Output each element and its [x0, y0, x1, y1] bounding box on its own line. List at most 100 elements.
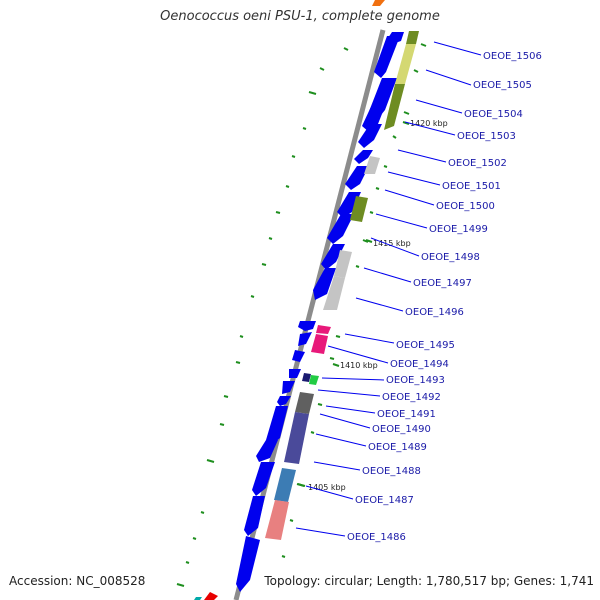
kbp-tick-mark: [365, 239, 373, 243]
gene-leader-line: [355, 297, 404, 312]
gene-leader-line: [315, 433, 367, 447]
gene-label[interactable]: OEOE_1501: [442, 181, 501, 192]
cds-track: [236, 32, 404, 592]
cds-arrow: [282, 381, 295, 394]
gene-leader-line: [319, 413, 371, 429]
cds-arrow: [289, 369, 301, 378]
gene-label[interactable]: OEOE_1488: [362, 466, 421, 477]
gene-leader-line: [363, 267, 412, 283]
gene-label[interactable]: OEOE_1494: [390, 359, 449, 370]
gc-dash: [355, 265, 360, 268]
cds-arrow: [327, 214, 354, 244]
cds-arrow: [337, 192, 361, 218]
gene-label[interactable]: OEOE_1504: [464, 109, 523, 120]
gene-label[interactable]: OEOE_1499: [429, 224, 488, 235]
gc-dash: [403, 111, 410, 115]
cds-arrow: [358, 124, 382, 148]
gene-label[interactable]: OEOE_1491: [377, 409, 436, 420]
gc-dash: [343, 47, 349, 51]
gene-leader-line: [327, 345, 389, 364]
gc-dash: [291, 155, 296, 158]
gc-dash: [319, 67, 325, 71]
gene-leader-line: [313, 461, 361, 471]
gc-dash: [308, 91, 317, 95]
gene-label[interactable]: OEOE_1506: [483, 51, 542, 62]
gene-label[interactable]: OEOE_1505: [473, 80, 532, 91]
gc-dash: [375, 187, 380, 190]
cds-arrow: [298, 332, 312, 346]
gene-label[interactable]: OEOE_1502: [448, 158, 507, 169]
gene-leader-line: [370, 237, 420, 257]
kbp-tick-label: 1420 kbp: [410, 119, 448, 128]
kbp-tick-mark: [402, 121, 410, 125]
cog-block: [302, 373, 311, 382]
gene-label[interactable]: OEOE_1492: [382, 392, 441, 403]
cog-block: [406, 31, 419, 44]
cog-block: [311, 334, 328, 354]
gene-leader-line: [397, 149, 447, 163]
genome-stats-text: Topology: circular; Length: 1,780,517 bp…: [264, 574, 594, 588]
accession-text: Accession: NC_008528: [9, 574, 146, 588]
gc-dash: [310, 431, 315, 434]
gc-dash: [281, 555, 286, 558]
gc-dash: [219, 423, 225, 426]
gene-label[interactable]: OEOE_1496: [405, 307, 464, 318]
orange-feature-fragment: [372, 0, 385, 6]
gc-dash: [239, 335, 244, 338]
cds-arrow: [252, 462, 275, 496]
cog-block: [316, 325, 331, 334]
gc-dash: [329, 357, 335, 360]
cds-arrow: [374, 36, 400, 78]
gene-leader-line: [404, 121, 456, 136]
cds-arrow: [244, 496, 265, 536]
gene-label[interactable]: OEOE_1503: [457, 131, 516, 142]
gc-dash: [317, 403, 323, 406]
gc-dash: [268, 237, 273, 240]
gc-dash: [176, 583, 185, 587]
gc-dash: [362, 239, 369, 243]
cds-arrow: [313, 268, 336, 300]
kbp-tick-mark: [296, 483, 306, 487]
cog-block: [364, 156, 380, 174]
gc-dash: [335, 335, 341, 338]
gc-dash: [383, 165, 388, 168]
gene-label[interactable]: OEOE_1495: [396, 340, 455, 351]
gene-label[interactable]: OEOE_1498: [421, 252, 480, 263]
gene-leader-line: [305, 485, 354, 500]
gene-leader-line: [317, 389, 381, 397]
cog-block: [384, 84, 405, 130]
kbp-tick-label: 1405 kbp: [308, 483, 346, 492]
gene-leader-line: [375, 213, 428, 229]
kbp-tick-label: 1410 kbp: [340, 361, 378, 370]
gene-label[interactable]: OEOE_1489: [368, 442, 427, 453]
cyan-feature-fragment: [194, 597, 202, 600]
gene-leader-line: [433, 41, 482, 56]
gc-dash: [285, 185, 290, 188]
cds-arrow: [298, 321, 316, 331]
gc-dash: [413, 69, 419, 73]
gene-label[interactable]: OEOE_1487: [355, 495, 414, 506]
gene-leader-line: [425, 69, 472, 86]
cog-block: [323, 276, 345, 310]
gene-leader-line: [321, 377, 385, 381]
cds-arrow: [277, 396, 291, 406]
gene-leader-line: [387, 171, 441, 186]
gc-dash: [235, 361, 241, 364]
cog-block: [350, 196, 368, 222]
gene-label[interactable]: OEOE_1497: [413, 278, 472, 289]
cog-track: [265, 31, 419, 540]
cog-block: [395, 44, 416, 84]
gene-label[interactable]: OEOE_1486: [347, 532, 406, 543]
gene-label-track: OEOE_1506 OEOE_1505 OEOE_1504 OEOE_1503 …: [295, 41, 542, 543]
kbp-scale: 1420 kbp 1415 kbp 1410 kbp 1405 kbp: [296, 119, 448, 492]
cog-block: [309, 375, 319, 385]
gene-label[interactable]: OEOE_1500: [436, 201, 495, 212]
gene-leader-line: [415, 99, 463, 114]
gc-dash: [420, 43, 427, 47]
gene-label[interactable]: OEOE_1493: [386, 375, 445, 386]
gc-dash: [289, 519, 294, 522]
cds-arrow: [321, 244, 345, 270]
cog-block: [334, 250, 352, 278]
gene-label[interactable]: OEOE_1490: [372, 424, 431, 435]
